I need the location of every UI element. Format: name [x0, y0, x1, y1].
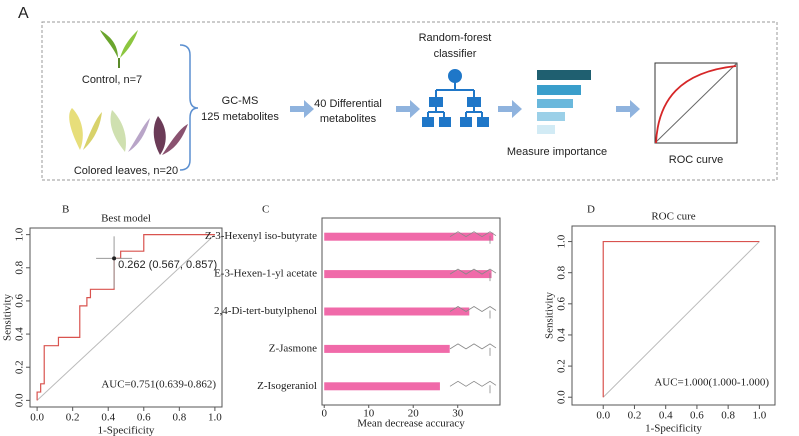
- y-tick-label: 0.0: [556, 390, 568, 404]
- y-tick-label: 1.0: [556, 234, 568, 248]
- bar: [324, 270, 492, 279]
- auc-label: AUC=1.000(1.000-1.000): [654, 377, 769, 389]
- x-tick-label: 0.2: [628, 410, 642, 422]
- colored-label: Colored leaves, n=20: [74, 165, 178, 177]
- x-tick-label: 0.6: [137, 412, 151, 424]
- colored-leaves-icon: [69, 108, 188, 155]
- x-tick-label: 0.0: [596, 410, 610, 422]
- gcms-label: GC-MS: [222, 95, 259, 107]
- bar: [324, 382, 440, 391]
- plot-frame: [571, 225, 776, 406]
- category-label: E-3-Hexen-1-yl acetate: [214, 268, 317, 280]
- x-tick-label: 1.0: [753, 410, 767, 422]
- rf-label: classifier: [434, 48, 477, 60]
- category-label: Z-Isogeraniol: [257, 380, 317, 392]
- x-tick-label: 0.2: [66, 412, 80, 424]
- category-label: Z-Jasmone: [269, 342, 317, 354]
- y-tick-label: 1.0: [14, 227, 26, 241]
- leaf-icon: [100, 30, 138, 68]
- x-tick-label: 10: [363, 408, 375, 420]
- y-tick-label: 0.2: [14, 360, 26, 374]
- y-axis-label: Sensitivity: [544, 291, 556, 339]
- rf-label: Random-forest: [419, 32, 492, 44]
- x-tick-label: 30: [452, 408, 464, 420]
- molecule-sketch: [449, 380, 497, 394]
- molecule-sketch: [449, 306, 497, 319]
- auc-label: AUC=0.751(0.639-0.862): [101, 379, 216, 391]
- bar: [324, 344, 450, 353]
- panel-label: D: [587, 204, 595, 216]
- tree-icon: [422, 69, 489, 127]
- category-label: Z-3-Hexenyl iso-butyrate: [205, 230, 317, 242]
- point-annotation: 0.262 (0.567, 0.857): [118, 259, 217, 271]
- x-tick-label: 0.4: [101, 412, 115, 424]
- roc-label: ROC curve: [669, 154, 723, 166]
- y-tick-label: 0.6: [14, 294, 26, 308]
- x-tick-label: 0.0: [30, 412, 44, 424]
- category-label: 2,4-Di-tert-butylphenol: [214, 305, 317, 317]
- panel-label: B: [62, 204, 69, 216]
- y-tick-label: 0.6: [556, 296, 568, 310]
- diff-label: 40 Differential: [314, 98, 382, 110]
- bar: [324, 232, 494, 241]
- roc-curve: [36, 234, 215, 401]
- plot-frame: [29, 227, 223, 408]
- diff-label: metabolites: [320, 113, 377, 125]
- importance-icon: [537, 70, 591, 134]
- gcms-label: 125 metabolites: [201, 111, 279, 123]
- bar: [324, 307, 470, 316]
- x-tick-label: 0: [321, 408, 327, 420]
- x-tick-label: 0.8: [172, 412, 186, 424]
- plot-frame: [321, 217, 501, 406]
- arrows: [290, 100, 640, 118]
- x-axis-label: 1-Specificity: [645, 423, 702, 435]
- roc-curve: [602, 240, 760, 398]
- x-tick-label: 1.0: [208, 412, 222, 424]
- bracket: [179, 44, 199, 171]
- y-tick-label: 0.8: [556, 265, 568, 279]
- x-tick-label: 0.6: [690, 410, 704, 422]
- threshold-point: [112, 256, 117, 261]
- molecule-sketch: [449, 231, 497, 244]
- y-tick-label: 0.0: [14, 393, 26, 407]
- panel-label: A: [18, 5, 29, 22]
- x-tick-label: 0.4: [659, 410, 673, 422]
- y-tick-label: 0.4: [556, 328, 568, 342]
- roc-icon: [654, 62, 738, 144]
- diagonal: [36, 234, 216, 401]
- y-tick-label: 0.8: [14, 260, 26, 274]
- y-tick-label: 0.2: [556, 359, 568, 373]
- chart-title: ROC cure: [651, 211, 695, 223]
- x-tick-label: 0.8: [721, 410, 735, 422]
- control-label: Control, n=7: [82, 74, 142, 86]
- chart-title: Best model: [101, 213, 151, 225]
- molecule-sketch: [449, 343, 497, 356]
- x-tick-label: 20: [408, 408, 420, 420]
- x-axis-label: 1-Specificity: [98, 425, 155, 436]
- y-axis-label: Sensitivity: [2, 293, 14, 341]
- x-axis-label: Mean decrease accuracy: [357, 418, 465, 430]
- panel-label: C: [262, 204, 269, 216]
- molecule-sketch: [449, 268, 497, 282]
- y-tick-label: 0.4: [14, 327, 26, 341]
- workflow-box: [41, 21, 778, 181]
- diagonal: [602, 241, 760, 398]
- importance-label: Measure importance: [507, 146, 607, 158]
